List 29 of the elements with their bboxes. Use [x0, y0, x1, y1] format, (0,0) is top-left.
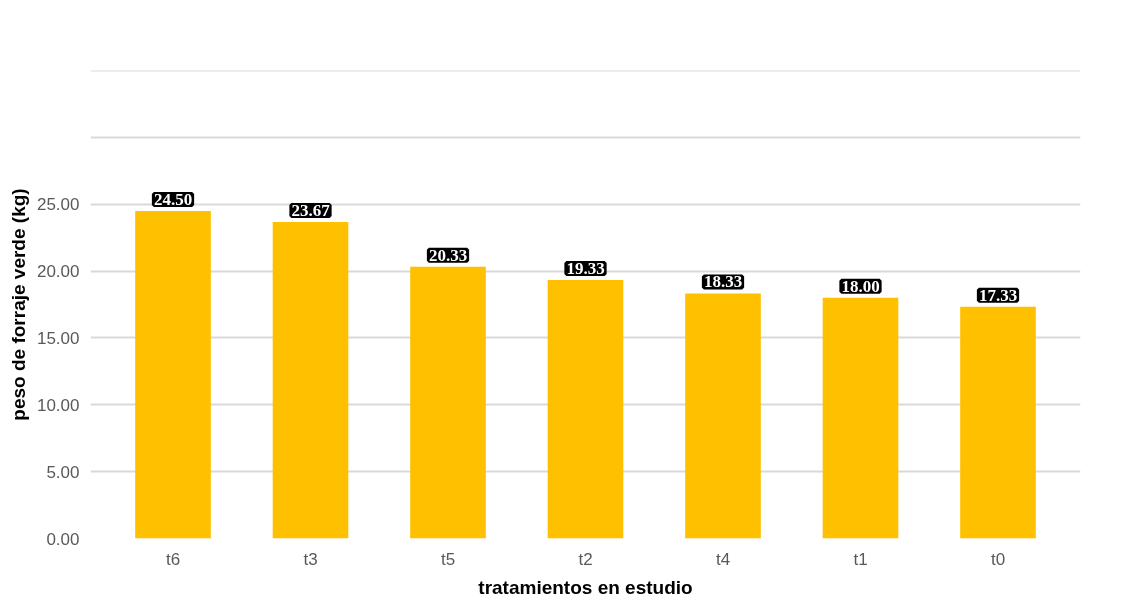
data-label: 23.67	[291, 201, 331, 220]
data-label: 20.33	[428, 245, 468, 265]
bar	[547, 280, 624, 539]
bar	[272, 222, 349, 539]
data-label: 18.00	[841, 276, 880, 296]
y-tick-label: 0.00	[46, 529, 80, 549]
y-tick-label: 5.00	[46, 462, 80, 482]
data-label: 19.33	[566, 259, 605, 279]
data-label: 24.50	[153, 189, 193, 209]
x-tick-label: t6	[165, 549, 181, 569]
bar	[822, 297, 899, 539]
x-tick-label: t2	[578, 549, 593, 569]
bar	[135, 210, 211, 539]
bar	[410, 266, 486, 539]
x-tick-label: t0	[990, 549, 1006, 569]
x-tick-label: t3	[303, 549, 318, 569]
y-tick-label: 15.00	[36, 328, 80, 348]
y-axis-title: peso de forraje verde (kg)	[7, 188, 29, 421]
data-label: 18.33	[703, 272, 743, 292]
bar	[685, 293, 761, 539]
x-tick-label: t1	[853, 549, 868, 569]
y-tick-label: 10.00	[36, 395, 80, 415]
x-tick-label: t4	[715, 549, 731, 569]
bar	[960, 306, 1036, 539]
y-tick-label: 25.00	[36, 195, 80, 215]
y-tick-label: 20.00	[36, 262, 80, 282]
data-label: 17.33	[978, 285, 1018, 305]
x-axis-title: tratamientos en estudio	[478, 576, 693, 598]
x-tick-label: t5	[440, 549, 456, 569]
